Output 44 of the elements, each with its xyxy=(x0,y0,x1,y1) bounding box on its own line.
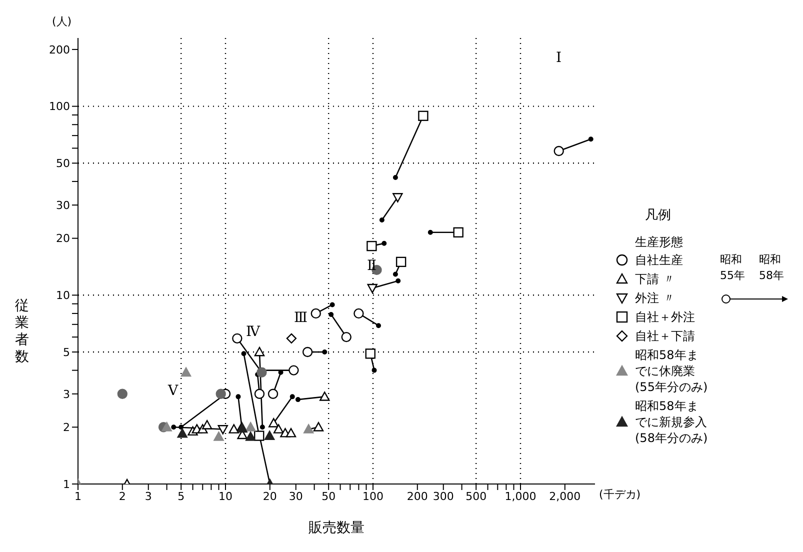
text: (千デカ) xyxy=(599,487,641,502)
annotation: Ⅰ xyxy=(556,50,562,66)
x-tick-label: 2 xyxy=(118,490,126,503)
text: (人) xyxy=(52,14,72,29)
x-tick-label: 3 xyxy=(144,490,152,503)
y-tick-label: 100 xyxy=(49,100,70,114)
legend-label: 自社＋外注 xyxy=(635,309,695,325)
annotation: Ⅴ xyxy=(168,383,178,399)
y-tick-label: 5 xyxy=(63,346,70,359)
y-tick-label: 200 xyxy=(49,43,70,56)
x-tick-label: 500 xyxy=(466,490,487,503)
x-tick-label: 30 xyxy=(288,490,303,503)
y-tick-label: 20 xyxy=(56,232,70,246)
legend-label: 昭和58年までに休廃業(55年分のみ) xyxy=(635,347,709,395)
annotation: Ⅳ xyxy=(246,324,260,340)
legend-label: 自社＋下請 xyxy=(635,328,695,344)
y-tick-label: 3 xyxy=(63,388,70,401)
x-tick-label: 2,000 xyxy=(549,490,581,503)
y-tick-label: 2 xyxy=(63,421,70,434)
y-tick-label: 30 xyxy=(56,198,70,212)
x-tick-label: 1 xyxy=(74,490,82,503)
y-tick-label: 1 xyxy=(63,478,70,491)
x-tick-label: 10 xyxy=(218,490,232,503)
text: 昭和 55年 xyxy=(720,252,745,284)
x-tick-label: 300 xyxy=(432,490,454,503)
annotation: Ⅱ xyxy=(367,258,377,274)
annotation: Ⅲ xyxy=(294,310,308,326)
x-tick-label: 1,000 xyxy=(504,490,536,503)
x-tick-label: 5 xyxy=(178,490,185,503)
y-tick-label: 10 xyxy=(56,289,70,302)
x-tick-label: 200 xyxy=(406,490,428,503)
legend-label: 自社生産 xyxy=(635,252,683,268)
legend-title: 凡例 xyxy=(645,208,672,224)
x-tick-label: 100 xyxy=(362,490,384,503)
legend-label: 外注 〃 xyxy=(635,290,675,306)
legend-label: 下請 〃 xyxy=(635,271,675,287)
legend-label: 昭和58年までに新規参入(58年分のみ) xyxy=(635,398,709,446)
x-tick-label: 50 xyxy=(322,490,336,503)
text: 生産形態 xyxy=(635,234,684,250)
x-tick-label: 20 xyxy=(262,490,277,503)
y-axis-title: 従業者数 xyxy=(14,298,30,366)
x-axis-title: 販売数量 xyxy=(308,520,364,536)
y-tick-label: 50 xyxy=(56,157,70,170)
text: 昭和 58年 xyxy=(759,252,784,284)
